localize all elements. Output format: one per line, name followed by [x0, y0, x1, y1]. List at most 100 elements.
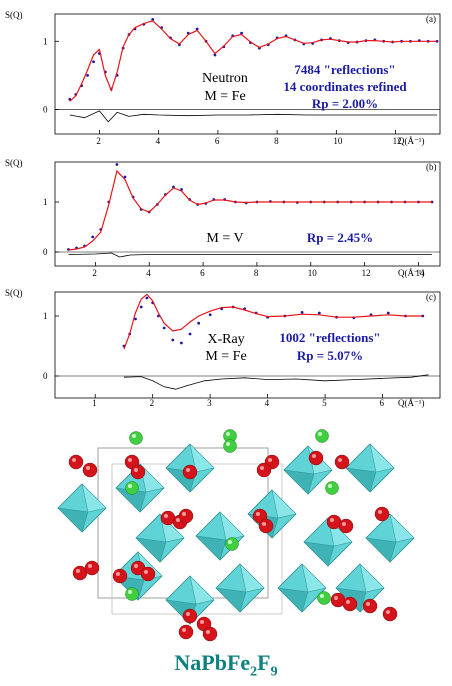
observed-point [115, 163, 119, 166]
annotation-stats-line2: 14 coordinates refined [283, 79, 407, 94]
fluorine-atom [68, 454, 84, 470]
lead-atom [223, 439, 237, 453]
observed-point [435, 39, 439, 43]
octahedron-face-light [189, 443, 215, 473]
fe-octahedron [195, 511, 245, 561]
x-tick-label: 8 [254, 268, 259, 278]
octahedron-face-dark [135, 537, 167, 563]
x-tick-label: 4 [265, 398, 270, 408]
fluorine-highlight [182, 512, 186, 516]
octahedron-face-dark [277, 587, 309, 613]
lead-highlight [226, 442, 230, 446]
x-tick-label: 5 [322, 398, 327, 408]
fluorine-highlight [86, 466, 90, 470]
annotation-stats-line1: 7484 "reflections" [294, 62, 395, 77]
observed-point [86, 74, 89, 77]
plot-frame [54, 291, 441, 399]
panel-label: (a) [426, 14, 436, 24]
x-tick-label: 6 [215, 136, 220, 146]
lead-highlight [320, 594, 324, 598]
formula-sub1: 2 [250, 664, 258, 680]
fluorine-highlight [342, 522, 346, 526]
observed-point [240, 31, 243, 35]
annotation-stats-line2: Rp = 5.07% [297, 348, 363, 363]
lead-highlight [228, 540, 232, 544]
calculated-curve [123, 293, 423, 350]
fluorine-highlight [334, 596, 338, 600]
lead-atom [315, 429, 329, 443]
octahedron-face-light [301, 563, 327, 593]
fluorine-highlight [144, 570, 148, 574]
calculated-curve [68, 169, 432, 251]
annotation-stats-line3: Rp = 2.00% [312, 96, 378, 111]
observed-point [213, 53, 217, 57]
observed-point [430, 200, 434, 204]
fluorine-highlight [200, 620, 204, 624]
chemical-formula: NaPbFe2F9 [0, 650, 452, 680]
lead-highlight [132, 434, 136, 438]
fluorine-highlight [186, 612, 190, 616]
fe-octahedron [215, 563, 265, 613]
fluorine-highlight [182, 628, 186, 632]
fe-octahedron [57, 483, 107, 533]
observed-point [162, 326, 166, 330]
lead-atom [225, 537, 239, 551]
fluorine-highlight [338, 458, 342, 462]
fluorine-atom [202, 626, 218, 642]
annotation-stats-line1: 1002 "reflections" [279, 330, 380, 345]
fluorine-atom [256, 462, 272, 478]
fluorine-atom [334, 454, 350, 470]
fe-octahedron [345, 443, 395, 493]
fe-octahedron [135, 513, 185, 563]
x-axis-label: Q(Å⁻¹) [398, 268, 424, 278]
calculated-curve [69, 20, 437, 102]
x-tick-label: 2 [150, 398, 155, 408]
octahedron-face-light [369, 443, 395, 473]
panel-label: (b) [426, 162, 437, 172]
observed-point [145, 296, 149, 300]
y-tick-label: 0 [43, 247, 48, 257]
annotation-material-line2: M = Fe [205, 349, 246, 364]
octahedron-face-light [81, 483, 107, 513]
lead-highlight [226, 432, 230, 436]
fluorine-highlight [346, 600, 350, 604]
x-tick-label: 10 [308, 268, 318, 278]
crystal-structure-illustration [57, 429, 415, 642]
fluorine-highlight [260, 466, 264, 470]
plot-frame [54, 161, 441, 267]
fluorine-highlight [330, 518, 334, 522]
fluorine-atom [178, 624, 194, 640]
fluorine-atom [338, 518, 354, 534]
formula-mid: F [257, 650, 271, 675]
lead-highlight [128, 590, 132, 594]
panel-label: (c) [426, 292, 436, 302]
fluorine-atom [308, 450, 324, 466]
octahedron-face-dark [57, 507, 89, 533]
observed-point [317, 311, 321, 315]
difference-curve [68, 252, 432, 258]
fluorine-highlight [366, 602, 370, 606]
octahedron-face-light [189, 575, 215, 605]
lead-highlight [328, 484, 332, 488]
annotation-stats-line1: Rp = 2.45% [307, 230, 373, 245]
formula-base: NaPbFe [174, 650, 251, 675]
chart-panel-b: S(Q)102 4 6 8 10 12 14Q(Å⁻¹)(b)M = V Rp = 2.45% [5, 158, 441, 278]
x-tick-label: 2 [92, 268, 97, 278]
octahedron-face-dark [365, 537, 397, 563]
fe-octahedron [283, 445, 333, 495]
fluorine-atom [82, 462, 98, 478]
fluorine-atom [382, 606, 398, 622]
observed-point [91, 235, 95, 239]
octahedron-face-light [389, 513, 415, 543]
fluorine-highlight [312, 454, 316, 458]
octahedron-face-dark [345, 467, 377, 493]
observed-point [195, 27, 199, 31]
difference-curve [69, 110, 437, 123]
fluorine-highlight [72, 458, 76, 462]
observed-point [139, 305, 143, 309]
fluorine-highlight [176, 518, 180, 522]
octahedron-face-light [271, 489, 297, 519]
x-tick-label: 14 [415, 268, 425, 278]
x-tick-label: 6 [380, 398, 385, 408]
